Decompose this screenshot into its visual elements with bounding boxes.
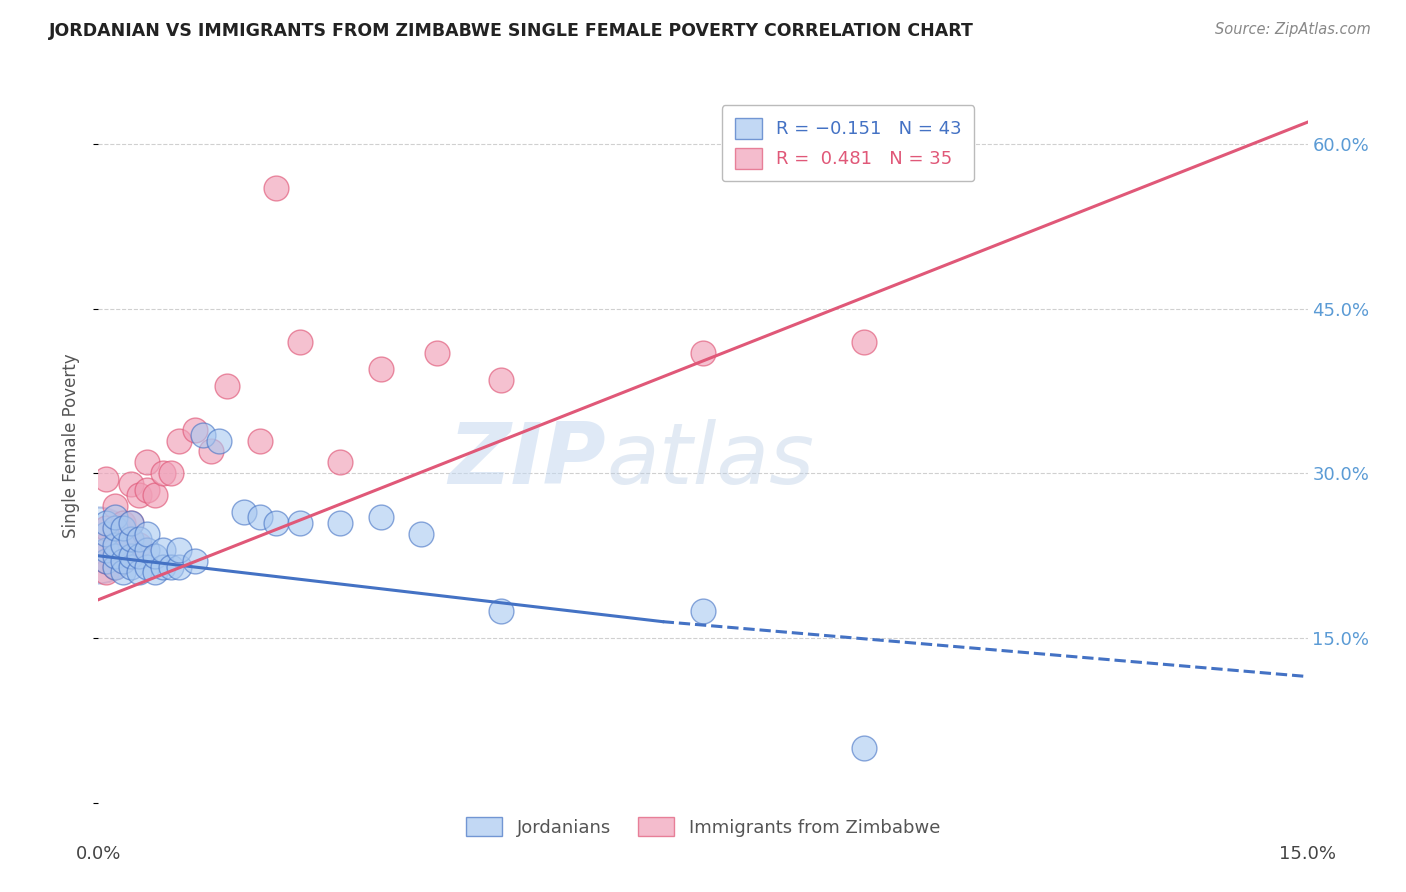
Point	[143, 488, 166, 502]
Text: 0.0%: 0.0%	[76, 845, 121, 863]
Point	[491, 373, 513, 387]
Point	[111, 538, 134, 552]
Text: 15.0%: 15.0%	[1279, 845, 1336, 863]
Point	[426, 345, 449, 359]
Point	[184, 554, 207, 568]
Point	[288, 334, 311, 349]
Point	[143, 549, 166, 563]
Point	[143, 566, 166, 580]
Point	[103, 521, 125, 535]
Point	[491, 604, 513, 618]
Point	[120, 533, 142, 547]
Text: JORDANIAN VS IMMIGRANTS FROM ZIMBABWE SINGLE FEMALE POVERTY CORRELATION CHART: JORDANIAN VS IMMIGRANTS FROM ZIMBABWE SI…	[49, 22, 974, 40]
Point	[128, 533, 150, 547]
Point	[120, 559, 142, 574]
Point	[135, 559, 157, 574]
Point	[135, 483, 157, 497]
Point	[152, 543, 174, 558]
Point	[152, 467, 174, 481]
Point	[96, 566, 118, 580]
Point	[853, 334, 876, 349]
Point	[111, 566, 134, 580]
Point	[193, 428, 215, 442]
Point	[692, 604, 714, 618]
Point	[853, 740, 876, 755]
Point	[96, 472, 118, 486]
Point	[128, 549, 150, 563]
Point	[264, 181, 287, 195]
Point	[217, 378, 239, 392]
Point	[111, 554, 134, 568]
Point	[167, 559, 190, 574]
Point	[128, 566, 150, 580]
Point	[111, 516, 134, 530]
Point	[103, 500, 125, 514]
Point	[329, 516, 352, 530]
Point	[96, 526, 118, 541]
Point	[167, 434, 190, 448]
Point	[184, 423, 207, 437]
Point	[288, 516, 311, 530]
Text: ZIP: ZIP	[449, 418, 606, 502]
Point	[96, 521, 118, 535]
Point	[87, 538, 110, 552]
Point	[208, 434, 231, 448]
Point	[111, 554, 134, 568]
Point	[103, 559, 125, 574]
Point	[120, 477, 142, 491]
Point	[232, 505, 254, 519]
Point	[409, 526, 432, 541]
Point	[103, 521, 125, 535]
Text: Source: ZipAtlas.com: Source: ZipAtlas.com	[1215, 22, 1371, 37]
Point	[103, 510, 125, 524]
Point	[167, 543, 190, 558]
Point	[111, 521, 134, 535]
Point	[135, 543, 157, 558]
Y-axis label: Single Female Poverty: Single Female Poverty	[62, 354, 80, 538]
Point	[103, 543, 125, 558]
Point	[692, 345, 714, 359]
Point	[128, 488, 150, 502]
Point	[111, 538, 134, 552]
Point	[135, 455, 157, 469]
Point	[96, 516, 118, 530]
Point	[152, 559, 174, 574]
Text: atlas: atlas	[606, 418, 814, 502]
Point	[128, 538, 150, 552]
Point	[120, 516, 142, 530]
Point	[103, 549, 125, 563]
Point	[120, 549, 142, 563]
Point	[96, 538, 118, 552]
Point	[96, 543, 118, 558]
Point	[370, 362, 392, 376]
Point	[103, 559, 125, 574]
Point	[264, 516, 287, 530]
Point	[96, 554, 118, 568]
Point	[370, 510, 392, 524]
Legend: Jordanians, Immigrants from Zimbabwe: Jordanians, Immigrants from Zimbabwe	[458, 810, 948, 844]
Point	[249, 510, 271, 524]
Point	[120, 549, 142, 563]
Point	[120, 516, 142, 530]
Point	[96, 554, 118, 568]
Point	[329, 455, 352, 469]
Point	[135, 526, 157, 541]
Point	[160, 559, 183, 574]
Point	[249, 434, 271, 448]
Point	[200, 444, 222, 458]
Point	[160, 467, 183, 481]
Point	[103, 538, 125, 552]
